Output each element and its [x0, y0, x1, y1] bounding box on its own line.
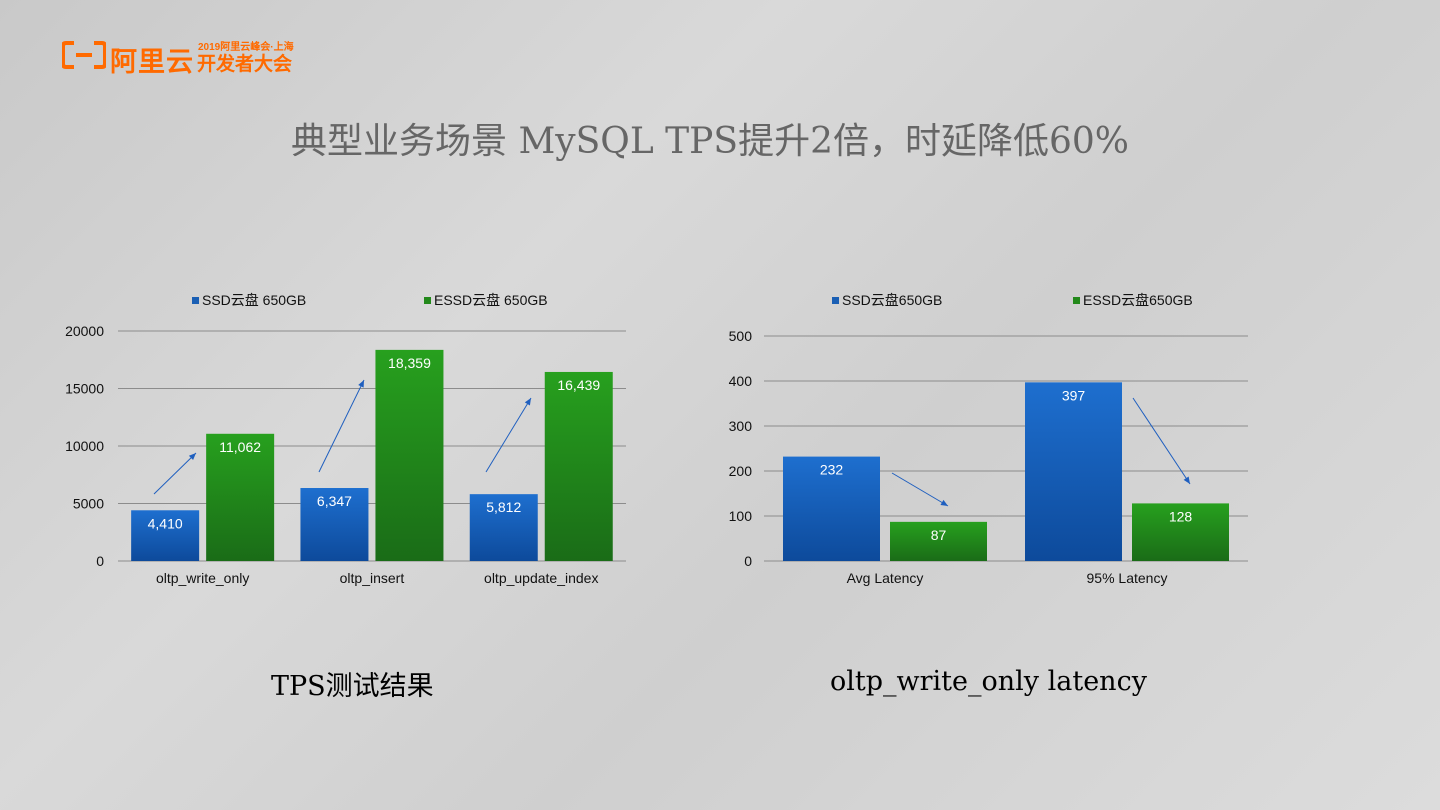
legend-swatch-essd-latency [1073, 296, 1080, 304]
bar [783, 456, 880, 561]
data-label: 11,062 [219, 439, 261, 455]
y-tick-label: 15000 [65, 381, 104, 397]
x-tick-label: Avg Latency [847, 570, 924, 586]
bar [890, 521, 987, 561]
legend-item-ssd-latency: SSD云盘650GB [832, 290, 942, 310]
data-label: 4,410 [148, 515, 183, 531]
trend-arrow-head [188, 453, 196, 461]
y-tick-label: 0 [96, 553, 104, 569]
data-label: 87 [931, 527, 947, 543]
y-tick-label: 5000 [73, 496, 104, 512]
legend-label-essd: ESSD云盘 650GB [434, 292, 548, 308]
legend-item-essd-latency: ESSD云盘650GB [1073, 290, 1193, 310]
trend-arrow-head [940, 499, 948, 506]
data-label: 128 [1169, 508, 1193, 524]
bar [131, 510, 200, 561]
x-tick-label: 95% Latency [1087, 570, 1168, 586]
bar [206, 433, 275, 561]
trend-arrow-head [1183, 476, 1190, 484]
bar [300, 488, 369, 561]
y-tick-label: 400 [729, 373, 753, 389]
bar [544, 371, 613, 561]
event-subtitle: 2019阿里云峰会·上海 [198, 42, 294, 53]
bar [375, 349, 444, 561]
bar [1025, 382, 1122, 561]
legend-swatch-essd [424, 296, 431, 304]
bar [469, 494, 538, 561]
y-tick-label: 500 [729, 328, 753, 344]
legend-label-ssd: SSD云盘 650GB [202, 292, 307, 308]
latency-chart-caption: oltp_write_only latency [830, 666, 1147, 697]
bar [1132, 503, 1229, 561]
legend-label-ssd-latency: SSD云盘650GB [842, 292, 943, 308]
legend-swatch-ssd-latency [832, 296, 839, 304]
brand-name: 阿里云 [110, 47, 194, 77]
tps-chart-caption: TPS测试结果 [271, 671, 434, 702]
legend-label-essd-latency: ESSD云盘650GB [1083, 292, 1193, 308]
y-tick-label: 100 [729, 508, 753, 524]
y-tick-label: 10000 [65, 438, 104, 454]
y-tick-label: 0 [744, 553, 752, 569]
legend-item-ssd: SSD云盘 650GB [192, 290, 306, 310]
trend-arrow-head [358, 380, 364, 388]
x-tick-label: oltp_insert [340, 570, 405, 586]
legend-item-essd: ESSD云盘 650GB [424, 290, 548, 310]
y-tick-label: 300 [729, 418, 753, 434]
data-label: 5,812 [486, 499, 521, 515]
trend-arrow [485, 397, 532, 473]
data-label: 6,347 [317, 493, 352, 509]
data-label: 18,359 [388, 355, 431, 371]
data-label: 16,439 [557, 377, 600, 393]
x-tick-label: oltp_write_only [156, 570, 249, 586]
alibaba-cloud-logo-icon [62, 41, 106, 69]
data-label: 397 [1062, 387, 1086, 403]
page-title: 典型业务场景 MySQL TPS提升2倍，时延降低60% [291, 121, 1129, 162]
trend-arrow [891, 472, 949, 507]
event-name: 开发者大会 [197, 54, 293, 75]
y-tick-label: 200 [729, 463, 753, 479]
trend-arrow [153, 452, 197, 495]
trend-arrow [1132, 397, 1191, 485]
legend-swatch-ssd [192, 296, 199, 304]
trend-arrow [318, 379, 365, 473]
y-tick-label: 20000 [65, 323, 104, 339]
trend-arrow-head [524, 398, 531, 406]
data-label: 232 [820, 462, 844, 478]
x-tick-label: oltp_update_index [484, 570, 598, 586]
